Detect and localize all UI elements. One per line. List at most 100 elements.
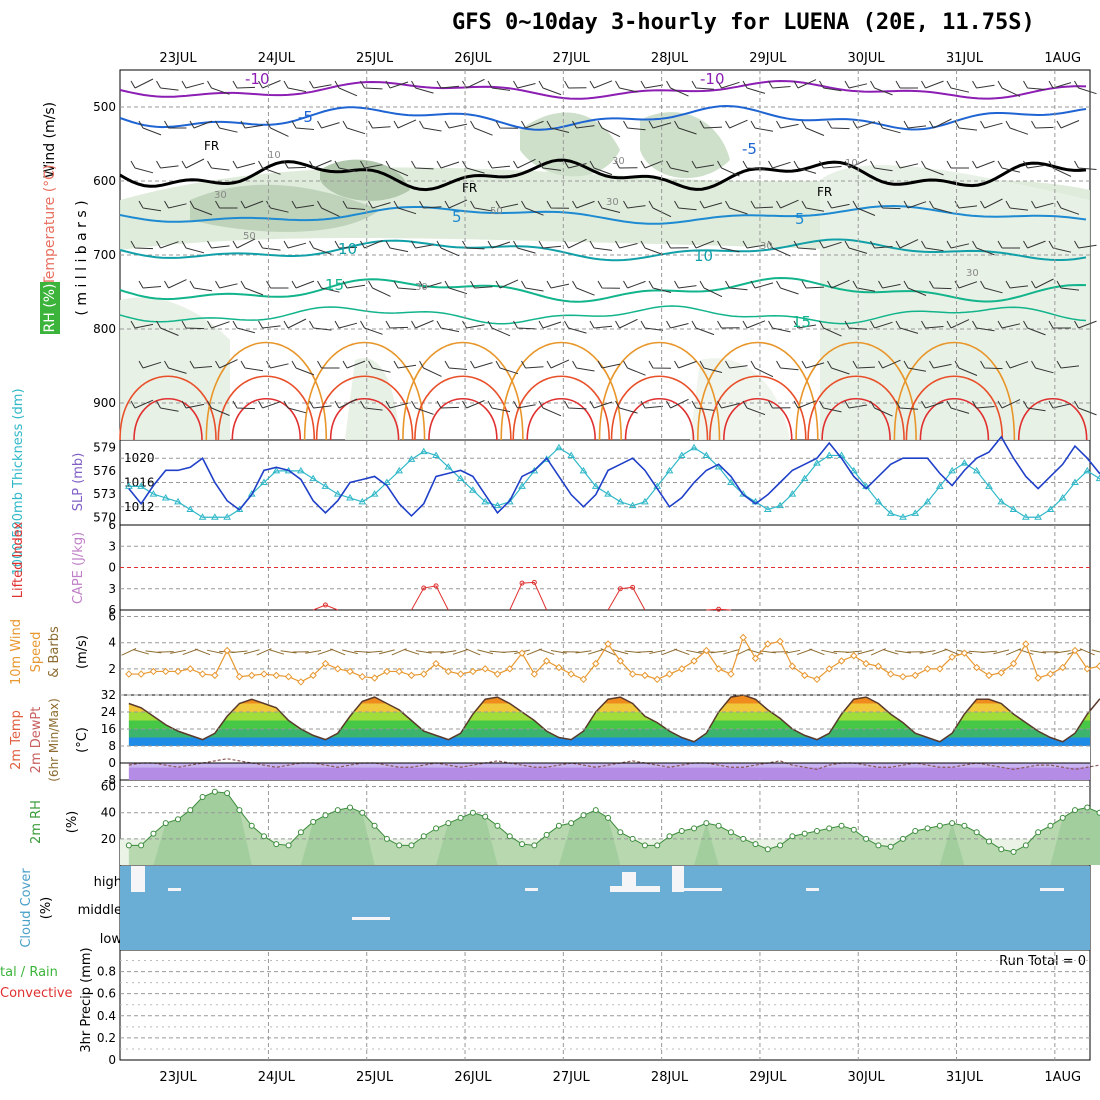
wind-barb (666, 320, 689, 329)
wind-barb (266, 120, 289, 137)
wind-barb (317, 360, 340, 369)
thickness-marker (296, 466, 305, 474)
rh2m-marker (985, 838, 992, 845)
wind10-barb (182, 648, 198, 656)
lifted-index-plot: 6 3 0 3 6 (108, 518, 1090, 617)
rh-label: 30 (606, 197, 619, 208)
rh2m-marker (199, 794, 206, 800)
wind-barb (385, 160, 409, 177)
temp-band (128, 729, 1090, 738)
wind-barb (487, 320, 511, 337)
rh-label: 30 (415, 282, 428, 293)
wind10-barb (612, 649, 629, 655)
wind10-barb (710, 650, 727, 654)
wind-barb (589, 160, 613, 176)
wind10-speed-marker (997, 669, 1005, 677)
wind10-speed-marker (137, 670, 145, 678)
wind10-barb (661, 648, 678, 656)
rh2m-marker (641, 842, 648, 849)
wind-barb (309, 400, 332, 409)
wind-barb (521, 280, 544, 292)
minmax-label: (6hr Min/Max) (47, 698, 61, 782)
rh2m-marker (334, 807, 341, 814)
wind-barb (513, 80, 536, 89)
wind-barb (1056, 120, 1080, 129)
wind-barb (801, 120, 825, 136)
wind10-speed-marker (714, 665, 723, 673)
run-total-label: Run Total = 0 (999, 954, 1086, 969)
warm-temp-arc (723, 397, 793, 441)
wind-barb (207, 320, 230, 329)
thickness-marker (456, 474, 465, 482)
rh2m-marker (175, 816, 181, 823)
precip-tick-label: 0.2 (97, 1031, 116, 1045)
pressure-tick-900: 900 (93, 396, 116, 410)
wind-barb (929, 118, 952, 129)
warm-temp-arc (133, 397, 203, 441)
wind10-speed-marker (469, 667, 477, 676)
rh2m-marker (666, 833, 673, 840)
wind-barb (444, 360, 468, 370)
wind-barb (462, 240, 485, 250)
wind-barb (156, 320, 179, 336)
wind10-speed-marker (1071, 646, 1079, 655)
wind-barb (997, 80, 1021, 97)
warm-temp-arc (303, 341, 426, 441)
wind10-barb (342, 649, 358, 655)
thickness-marker (972, 466, 981, 474)
wind-barb (368, 360, 391, 373)
rh2m-marker (371, 822, 378, 829)
wind10-barb (317, 648, 334, 655)
temp-label-5-b: 5 (795, 210, 805, 228)
wind-barb (980, 280, 1003, 294)
wind-barb (436, 320, 460, 333)
warm-temp-arc (119, 375, 217, 441)
temp-tick-label: -8 (104, 773, 116, 787)
precip-tick-label: 0.4 (97, 1009, 116, 1023)
thickness-marker (1021, 513, 1030, 520)
temp-contour-labels: -10 -10 -5 -5 5 5 10 10 15 15 FR FR FR (204, 70, 832, 331)
warm-temp-arc (697, 341, 819, 441)
lifted-index-point (531, 579, 537, 585)
wind-barb (138, 360, 162, 369)
rh2m-marker (863, 835, 870, 842)
warm-temp-arc (414, 375, 512, 441)
rh2m-marker (359, 809, 366, 816)
wind10-speed-marker (530, 670, 539, 678)
wind-barb (691, 80, 715, 90)
rh2m-marker (261, 833, 268, 840)
wind-barb (895, 320, 919, 334)
wind10-speed-marker (739, 633, 747, 642)
wind-barb (215, 359, 238, 369)
wind-barb (895, 239, 919, 249)
wind-barb (1074, 400, 1097, 416)
wind10-barb (194, 648, 211, 656)
rh2m-marker (973, 829, 980, 836)
wind-barb (334, 160, 358, 173)
wind-barb (750, 280, 774, 289)
wind10-speed-marker (985, 671, 993, 680)
wind-barb (487, 80, 511, 91)
rh2m-marker (310, 818, 317, 825)
rh2m-marker (740, 835, 747, 842)
wind10-speed-marker (297, 678, 305, 686)
thickness-marker (518, 482, 526, 489)
wind-barb (648, 360, 672, 369)
wind10-speed-marker (825, 665, 833, 673)
wind-barb (215, 280, 238, 289)
wind-barb (946, 160, 969, 169)
thickness-marker (247, 490, 256, 497)
warm-temp-arc (598, 341, 721, 441)
wind-barb (1048, 160, 1072, 177)
wind10-speed-marker (211, 671, 219, 680)
wind10-speed-marker (518, 649, 526, 657)
rh2m-marker (125, 842, 132, 849)
wind-barb (870, 240, 893, 249)
wind10-speed-marker (972, 663, 981, 672)
rh2m-marker (629, 835, 636, 842)
wind10-barb (133, 649, 149, 655)
wind10-speed-marker (407, 671, 416, 680)
warm-temp-arc (512, 375, 610, 441)
wind-barb (462, 78, 485, 89)
